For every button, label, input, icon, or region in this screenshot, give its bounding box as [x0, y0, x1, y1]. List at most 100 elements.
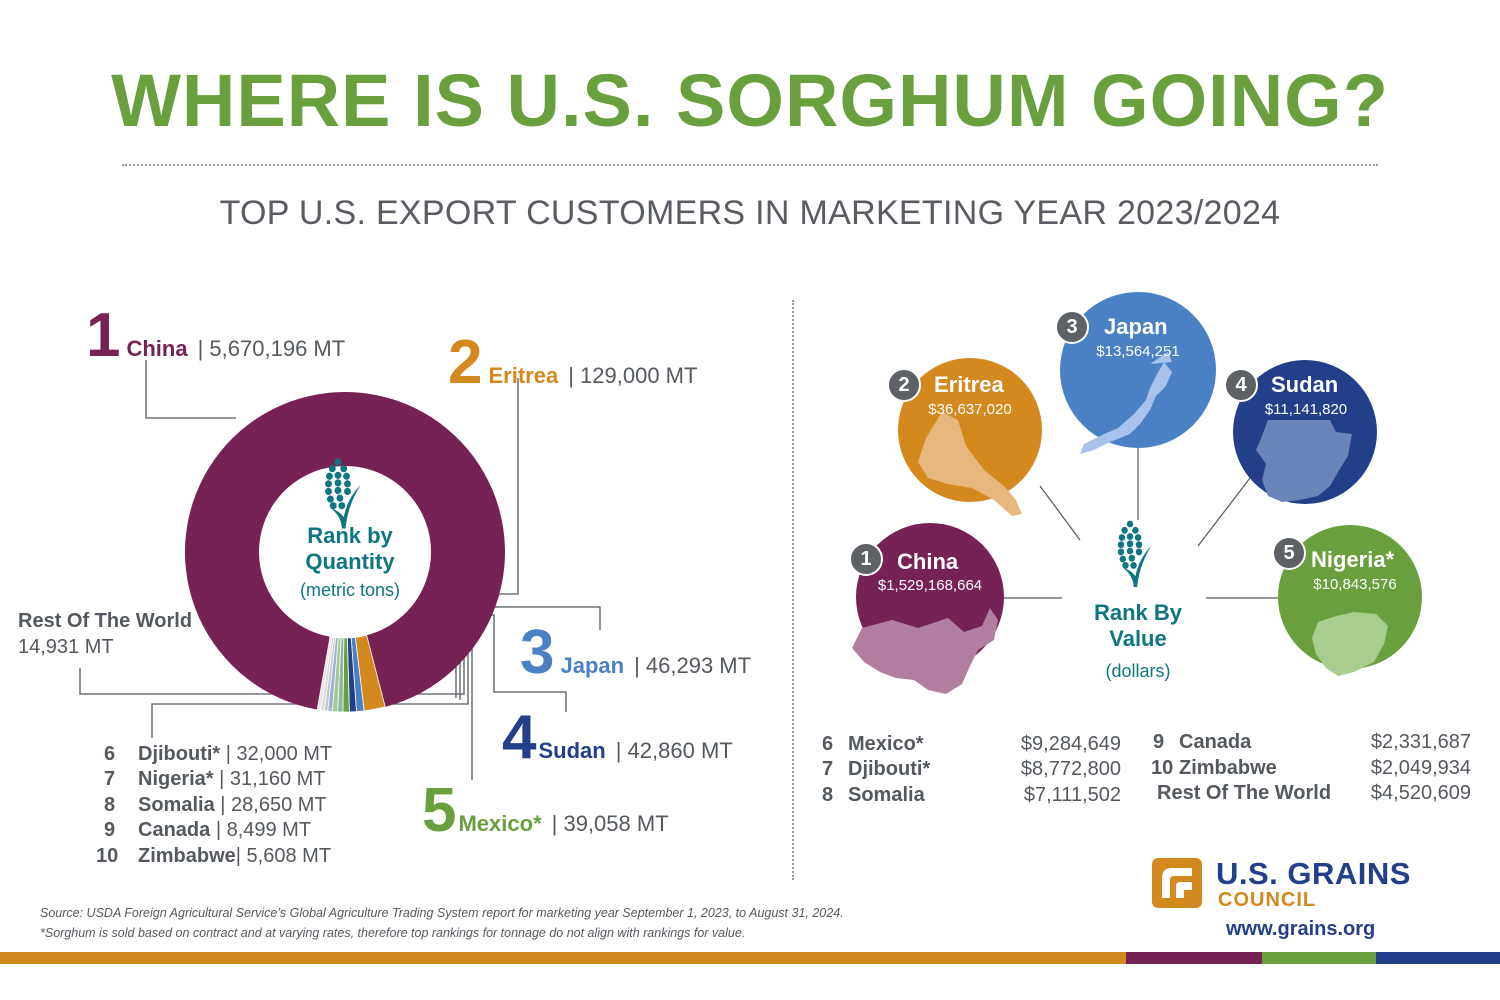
value-row-amount: $9,284,649 [1020, 733, 1121, 755]
qty-value: | 129,000 MT [568, 363, 698, 388]
value-row-amount: $8,772,800 [1020, 758, 1121, 780]
value-center-unit: (dollars) [1105, 661, 1171, 681]
value-row-rank: 9 [1153, 731, 1165, 753]
value-name-sudan: Sudan [1271, 372, 1339, 397]
value-row-amount: $2,331,687 [1370, 731, 1471, 753]
value-connector [1197, 477, 1251, 547]
qty-row-value: | 31,160 MT [219, 768, 326, 790]
value-rank-badge: 4 [1224, 368, 1258, 402]
leader-china [145, 360, 236, 419]
qty-value: | 39,058 MT [551, 811, 669, 836]
value-name-japan: Japan [1104, 314, 1168, 339]
value-row-mexico: 6 Mexico* [822, 733, 924, 756]
value-name-eritrea: Eritrea [934, 372, 1004, 397]
qty-row-rank: 10 [96, 845, 119, 867]
qty-row-nigeria: 7 Nigeria* | 31,160 MT [104, 768, 326, 791]
value-connector [1039, 485, 1081, 541]
value-amount-japan: $13,564,251 [1096, 343, 1180, 360]
value-center-title-2: Value [1109, 626, 1167, 651]
value-row-zimbabwe: 10 Zimbabwe [1151, 757, 1277, 780]
qty-rank: 5 [422, 776, 457, 845]
footer-bar-segment [0, 952, 1126, 964]
value-row-somalia: 8 Somalia [822, 784, 925, 807]
qty-value: | 42,860 MT [615, 738, 733, 763]
value-rank-badge: 2 [887, 368, 921, 402]
qty-row-value: | 8,499 MT [215, 819, 312, 841]
china-map-icon [852, 608, 998, 694]
value-rank-badge: 1 [849, 542, 883, 576]
value-row-name: Rest Of The World [1157, 782, 1332, 804]
logo-name: U.S. GRAINS [1216, 856, 1411, 891]
value-name-nigeria: Nigeria* [1311, 547, 1395, 572]
quantity-donut-chart [185, 392, 506, 713]
value-rank-badge: 5 [1272, 536, 1306, 570]
qty-row-zimbabwe: 10 Zimbabwe| 5,608 MT [96, 845, 331, 868]
value-row-name: Mexico* [848, 733, 924, 755]
qty-row-canada: 9 Canada | 8,499 MT [104, 819, 311, 842]
footnote: *Sorghum is sold based on contract and a… [40, 926, 746, 940]
value-name-china: China [897, 549, 959, 574]
footer-bar-segment [1262, 952, 1376, 964]
value-row-amount: $7,111,502 [1023, 784, 1121, 806]
qty-value: | 46,293 MT [634, 653, 752, 678]
leader-eritrea [492, 378, 519, 595]
sorghum-grain-icon [1117, 520, 1152, 587]
quantity-center-title-1: Rank by [307, 523, 393, 548]
value-row-rank: 6 [822, 733, 834, 755]
donut-slice-rest-of-the-world [316, 636, 333, 711]
value-row-rank: 7 [822, 758, 834, 780]
qty-row-name: Djibouti* [138, 743, 221, 765]
qty-row-rank: 8 [104, 794, 116, 816]
footer-bar-segment [1126, 952, 1262, 964]
footer-bar-segment [1376, 952, 1500, 964]
qty-row-name: Nigeria* [138, 768, 214, 790]
section-divider [792, 300, 794, 880]
qty-rank: 4 [502, 703, 537, 772]
country-maps [852, 352, 1388, 694]
bubble-japan [1060, 292, 1216, 448]
donut-slice-china [185, 392, 506, 710]
qty-name: Sudan [538, 738, 606, 763]
value-row-name: Somalia [848, 784, 925, 806]
japan-islands-icon [1058, 466, 1080, 500]
japan-map-icon [1080, 352, 1172, 454]
qty-label-mexico: 5 Mexico* | 39,058 MT [422, 780, 669, 842]
value-row-amount: $4,520,609 [1370, 782, 1471, 804]
value-row-name: Canada [1179, 731, 1252, 753]
value-row-name: Zimbabwe [1179, 757, 1277, 779]
logo-glyph [1162, 868, 1192, 898]
qty-row-somalia: 8 Somalia | 28,650 MT [104, 794, 327, 817]
footer-color-bars [0, 952, 1500, 964]
value-row-rank: 10 [1151, 757, 1174, 779]
value-row-rest: Rest Of The World [1157, 782, 1331, 805]
qty-label-china: 1 China | 5,670,196 MT [86, 305, 345, 367]
qty-label-eritrea: 2 Eritrea | 129,000 MT [448, 332, 697, 394]
qty-rest-value: 14,931 MT [18, 636, 114, 658]
qty-rank: 2 [448, 328, 483, 397]
qty-rank: 3 [520, 618, 555, 687]
sudan-map-icon [1256, 420, 1352, 502]
value-amount-eritrea: $36,637,020 [928, 401, 1012, 418]
value-amount-china: $1,529,168,664 [877, 577, 983, 594]
value-row-canada: 9 Canada [1153, 731, 1251, 754]
value-amount-sudan: $11,141,820 [1264, 401, 1348, 418]
qty-value: | 5,670,196 MT [197, 336, 346, 361]
qty-name: Japan [560, 653, 625, 678]
qty-label-japan: 3 Japan | 46,293 MT [520, 622, 751, 684]
value-row-name: Djibouti* [848, 758, 931, 780]
eritrea-map-icon [918, 412, 1022, 516]
value-center-title-1: Rank By [1093, 600, 1183, 625]
qty-row-value: | 5,608 MT [235, 845, 332, 867]
qty-row-rank: 7 [104, 768, 116, 790]
nigeria-map-icon [1312, 612, 1388, 676]
quantity-center-title-2: Quantity [305, 549, 395, 574]
value-row-rank: 8 [822, 784, 834, 806]
page-subtitle: TOP U.S. EXPORT CUSTOMERS IN MARKETING Y… [219, 194, 1281, 232]
qty-row-name: Somalia [138, 794, 215, 816]
source-note: Source: USDA Foreign Agricultural Servic… [40, 906, 844, 920]
qty-rest-name: Rest Of The World [18, 610, 193, 632]
value-rank-badge: 3 [1055, 310, 1089, 344]
website-link[interactable]: www.grains.org [1226, 918, 1376, 940]
qty-label-sudan: 4 Sudan | 42,860 MT [502, 707, 733, 769]
